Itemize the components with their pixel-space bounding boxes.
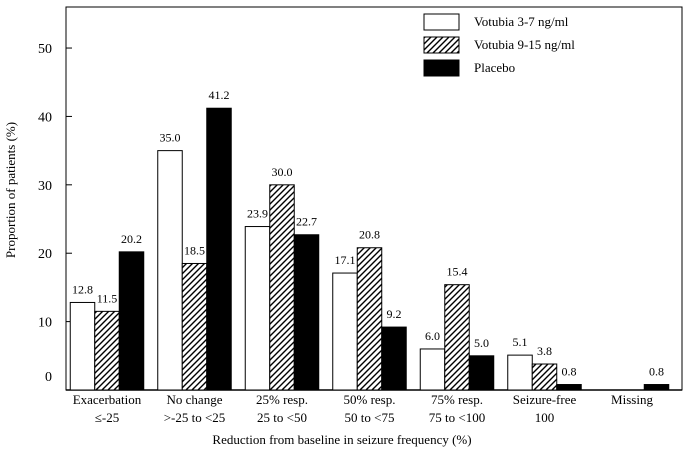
bar: [507, 354, 533, 391]
x-tick-label: Seizure-free: [513, 392, 577, 407]
data-label: 41.2: [209, 88, 230, 102]
data-label: 5.0: [474, 336, 489, 350]
x-tick-label: 25% resp.: [256, 392, 308, 407]
data-label: 23.9: [247, 207, 268, 221]
bar: [332, 272, 358, 391]
data-label: 35.0: [160, 131, 181, 145]
data-label: 30.0: [272, 165, 293, 179]
bar: [206, 107, 232, 391]
x-tick-label: Missing: [611, 392, 653, 407]
bar: [556, 384, 582, 391]
data-label: 9.2: [387, 307, 402, 321]
y-tick-label: 20: [38, 247, 52, 262]
bar: [69, 301, 96, 391]
bar: [181, 262, 208, 391]
data-label: 15.4: [447, 265, 468, 279]
bar: [293, 234, 320, 391]
x-tick-label: 50 to <75: [345, 410, 395, 425]
x-tick-label: No change: [167, 392, 223, 407]
data-label: 5.1: [513, 335, 528, 349]
y-tick-label: 40: [38, 110, 52, 125]
bar: [444, 284, 470, 391]
legend-label: Placebo: [474, 60, 515, 75]
data-label: 6.0: [425, 329, 440, 343]
bar: [118, 251, 145, 391]
bar: [531, 363, 558, 391]
bar: [468, 355, 495, 391]
data-label: 17.1: [335, 253, 356, 267]
data-label: 11.5: [97, 291, 118, 305]
bar: [419, 348, 446, 391]
y-axis-title: Proportion of patients (%): [3, 122, 18, 258]
x-tick-label: ≤-25: [95, 410, 119, 425]
y-tick-label: 10: [38, 316, 52, 331]
x-tick-label: Exacerbation: [73, 392, 142, 407]
bar: [643, 384, 670, 391]
bar: [381, 326, 407, 391]
x-tick-label: >-25 to <25: [164, 410, 226, 425]
data-label: 0.8: [562, 365, 577, 379]
x-tick-label: 75 to <100: [429, 410, 485, 425]
data-label: 18.5: [184, 243, 205, 257]
bar: [94, 310, 120, 391]
data-label: 22.7: [296, 215, 317, 229]
legend-swatch: [423, 36, 460, 54]
legend-swatch: [423, 13, 460, 31]
y-tick-label: 0: [45, 370, 52, 385]
x-tick-label: 50% resp.: [344, 392, 396, 407]
bar: [269, 184, 295, 391]
x-tick-label: 100: [535, 410, 555, 425]
y-tick-label: 30: [38, 179, 52, 194]
x-tick-label: 25 to <50: [257, 410, 307, 425]
legend-swatch: [423, 59, 460, 77]
data-label: 20.8: [359, 228, 380, 242]
bar: [356, 247, 383, 391]
x-axis-title: Reduction from baseline in seizure frequ…: [212, 432, 471, 447]
data-label: 12.8: [72, 282, 93, 296]
legend-label: Votubia 9-15 ng/ml: [474, 37, 575, 52]
x-tick-label: 75% resp.: [431, 392, 483, 407]
y-tick-label: 50: [38, 42, 52, 57]
data-label: 0.8: [649, 365, 664, 379]
bar: [244, 226, 271, 391]
data-label: 3.8: [537, 344, 552, 358]
bar: [157, 150, 183, 391]
data-label: 20.2: [121, 232, 142, 246]
legend-label: Votubia 3-7 ng/ml: [474, 14, 569, 29]
